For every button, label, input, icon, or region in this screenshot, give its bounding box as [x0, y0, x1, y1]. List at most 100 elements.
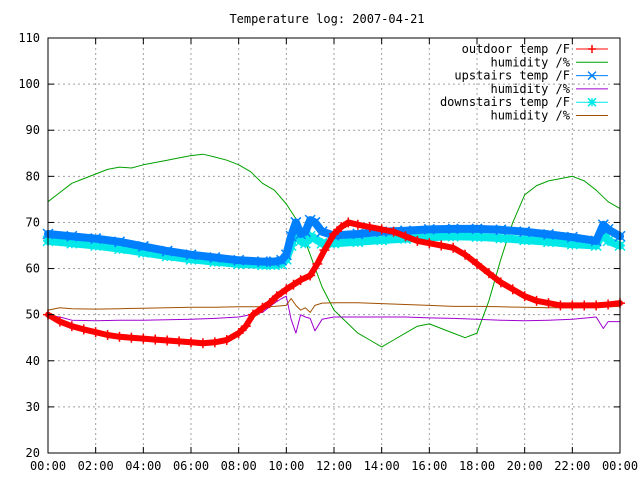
legend-label: downstairs temp /F [440, 95, 570, 109]
data-point [495, 277, 506, 288]
data-point [280, 249, 292, 261]
y-tick-label: 80 [26, 169, 40, 183]
series-line-5 [47, 298, 621, 313]
data-point [150, 334, 161, 345]
legend-marker [588, 45, 596, 53]
data-point [186, 337, 196, 348]
data-point [352, 219, 363, 230]
series-line-3 [47, 295, 621, 334]
y-tick-label: 30 [26, 400, 40, 414]
data-point [137, 240, 149, 252]
plot-series [42, 153, 626, 349]
data-point [90, 327, 101, 338]
y-tick-label: 70 [26, 215, 40, 229]
data-point [471, 231, 483, 243]
data-point [329, 228, 339, 239]
data-point [138, 333, 149, 344]
data-point [590, 235, 602, 247]
y-tick-label: 50 [26, 308, 40, 322]
data-point [507, 284, 518, 295]
data-point [299, 237, 311, 249]
data-point [602, 223, 614, 235]
x-tick-label: 06:00 [173, 459, 209, 473]
data-point [247, 309, 258, 320]
data-point [316, 226, 328, 238]
data-point [161, 245, 173, 257]
x-tick-label: 22:00 [554, 459, 590, 473]
x-tick-label: 04:00 [125, 459, 161, 473]
data-point [221, 335, 232, 346]
data-point [209, 337, 220, 348]
x-tick-label: 12:00 [316, 459, 352, 473]
y-tick-label: 90 [26, 123, 40, 137]
data-point [162, 335, 173, 346]
y-tick-label: 20 [26, 446, 40, 460]
data-point [113, 236, 126, 248]
data-point [412, 235, 423, 246]
data-point [424, 238, 435, 249]
data-point [240, 321, 251, 332]
x-tick-label: 00:00 [602, 459, 638, 473]
data-point [78, 324, 89, 335]
legend-label: humidity /% [491, 82, 571, 96]
data-point [233, 254, 245, 266]
grid-lines [48, 38, 620, 453]
y-tick-label: 60 [26, 262, 40, 276]
data-point [542, 228, 555, 240]
legend-label: humidity /% [491, 109, 571, 123]
y-tick-label: 100 [18, 77, 40, 91]
data-point [343, 217, 354, 228]
data-point [555, 300, 566, 311]
data-point [281, 284, 292, 295]
axes: 20 30 40 50 60 70 80 90 100 110 00:00 02:00 04:00 06:… [18, 31, 638, 473]
data-point [305, 270, 316, 281]
x-tick-label: 18:00 [459, 459, 495, 473]
data-point [352, 236, 364, 248]
data-point [295, 275, 306, 286]
data-point [126, 332, 137, 343]
data-point [603, 299, 614, 310]
data-point [447, 223, 459, 235]
data-point [519, 226, 531, 238]
series-line-1 [47, 153, 621, 348]
data-point [319, 245, 330, 256]
data-point [54, 316, 65, 327]
data-point [376, 224, 387, 235]
y-tick-label: 110 [18, 31, 40, 45]
x-tick-label: 02:00 [78, 459, 114, 473]
legend-label: upstairs temp /F [454, 69, 570, 83]
data-point [257, 302, 268, 313]
y-tick-label: 40 [26, 354, 40, 368]
x-tick-label: 10:00 [268, 459, 304, 473]
data-point [566, 231, 578, 243]
data-point [543, 298, 554, 309]
x-tick-label: 20:00 [507, 459, 543, 473]
data-point [436, 240, 447, 251]
data-point [448, 242, 459, 253]
data-point [388, 226, 399, 237]
data-point [495, 232, 507, 244]
chart-title: Temperature log: 2007-04-21 [229, 12, 424, 26]
data-point [309, 216, 321, 228]
data-point [579, 300, 590, 311]
data-point [352, 228, 364, 240]
legend-marker [587, 97, 597, 107]
legend-label: humidity /% [491, 55, 571, 69]
data-point [299, 226, 311, 238]
data-point [472, 258, 482, 269]
data-point [531, 295, 542, 306]
legend-label: outdoor temp /F [462, 42, 570, 56]
x-tick-label: 08:00 [221, 459, 257, 473]
data-point [336, 222, 347, 233]
data-point [90, 233, 102, 245]
data-point [483, 268, 494, 279]
data-point [209, 251, 221, 264]
data-point [271, 291, 282, 302]
data-point [66, 321, 77, 332]
data-point [364, 222, 375, 233]
data-point [264, 298, 275, 309]
data-point [256, 256, 269, 268]
data-point [400, 231, 411, 242]
